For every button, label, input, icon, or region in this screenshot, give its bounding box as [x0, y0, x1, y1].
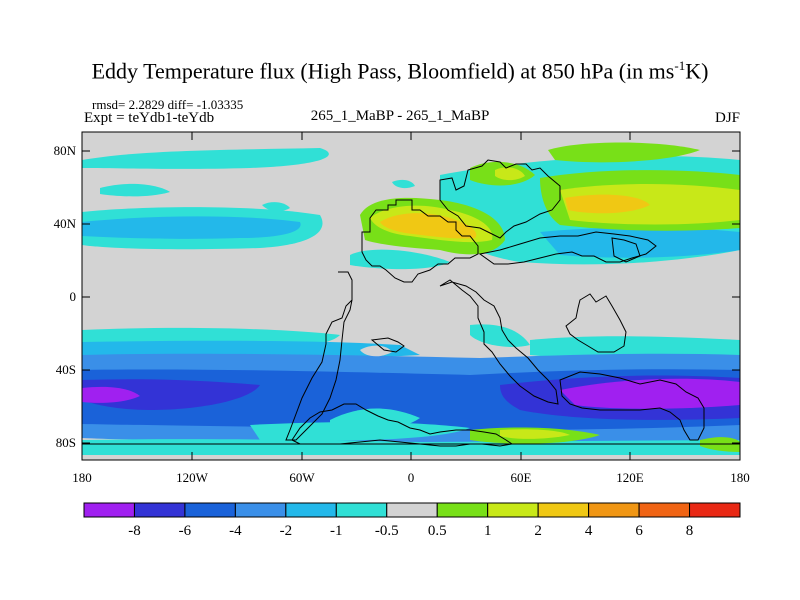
y-tick-label: 0: [70, 289, 77, 304]
colorbar-label: -1: [330, 523, 343, 539]
colorbar-swatch: [285, 502, 337, 518]
colorbar-label: 0.5: [428, 523, 447, 539]
y-tick-label: 40S: [56, 362, 76, 377]
colorbar-label: 1: [484, 523, 492, 539]
colorbar-swatch: [386, 502, 438, 518]
colorbar-label: 4: [585, 523, 593, 539]
x-tick-label: 120W: [176, 470, 209, 485]
y-tick-label: 80S: [56, 435, 76, 450]
colorbar-swatch: [487, 502, 539, 518]
colorbar-label: -4: [229, 523, 242, 539]
colorbar-swatch: [638, 502, 691, 518]
tick-marks: [81, 132, 741, 460]
y-axis-labels: 80N 40N 0 40S 80S: [54, 143, 77, 450]
colorbar-swatch: [234, 502, 287, 518]
x-tick-label: 60W: [289, 470, 315, 485]
x-tick-label: 0: [408, 470, 415, 485]
x-tick-label: 180: [730, 470, 750, 485]
x-tick-label: 60E: [511, 470, 532, 485]
colorbar-label: -2: [280, 523, 293, 539]
colorbar-label: -6: [179, 523, 192, 539]
colorbar-swatch: [588, 502, 640, 518]
colorbar-swatch: [83, 502, 135, 518]
colorbar-label: -8: [128, 523, 141, 539]
colorbar-labels: -8 -6 -4 -2 -1 -0.5 0.5 1 2 4 6 8: [128, 523, 693, 539]
colorbar-label: 8: [686, 523, 694, 539]
colorbar-swatch: [689, 502, 741, 518]
colorbar-label: 6: [635, 523, 643, 539]
run-label: 265_1_MaBP - 265_1_MaBP: [310, 108, 490, 124]
x-tick-label: 120E: [616, 470, 644, 485]
contour-field: [82, 132, 740, 460]
colorbar-swatch: [335, 502, 388, 518]
x-tick-label: 180: [72, 470, 92, 485]
colorbar-label: -0.5: [375, 523, 399, 539]
colorbar-swatch: [537, 502, 590, 518]
season-label: DJF: [714, 110, 740, 126]
stats-label: rmsd= 2.2829 diff= -1.03335: [92, 97, 244, 112]
colorbar-swatch: [184, 502, 236, 518]
colorbar: [83, 502, 741, 518]
experiment-label: Expt = teYdb1-teYdb: [84, 110, 215, 126]
coastlines: [82, 159, 740, 447]
colorbar-label: 2: [534, 523, 542, 539]
colorbar-swatch: [436, 502, 489, 518]
y-tick-label: 40N: [54, 216, 77, 231]
plot-title: Eddy Temperature flux (High Pass, Bloomf…: [91, 58, 709, 84]
colorbar-swatch: [133, 502, 186, 518]
y-tick-label: 80N: [54, 143, 77, 158]
x-axis-labels: 180 120W 60W 0 60E 120E 180: [72, 470, 750, 485]
